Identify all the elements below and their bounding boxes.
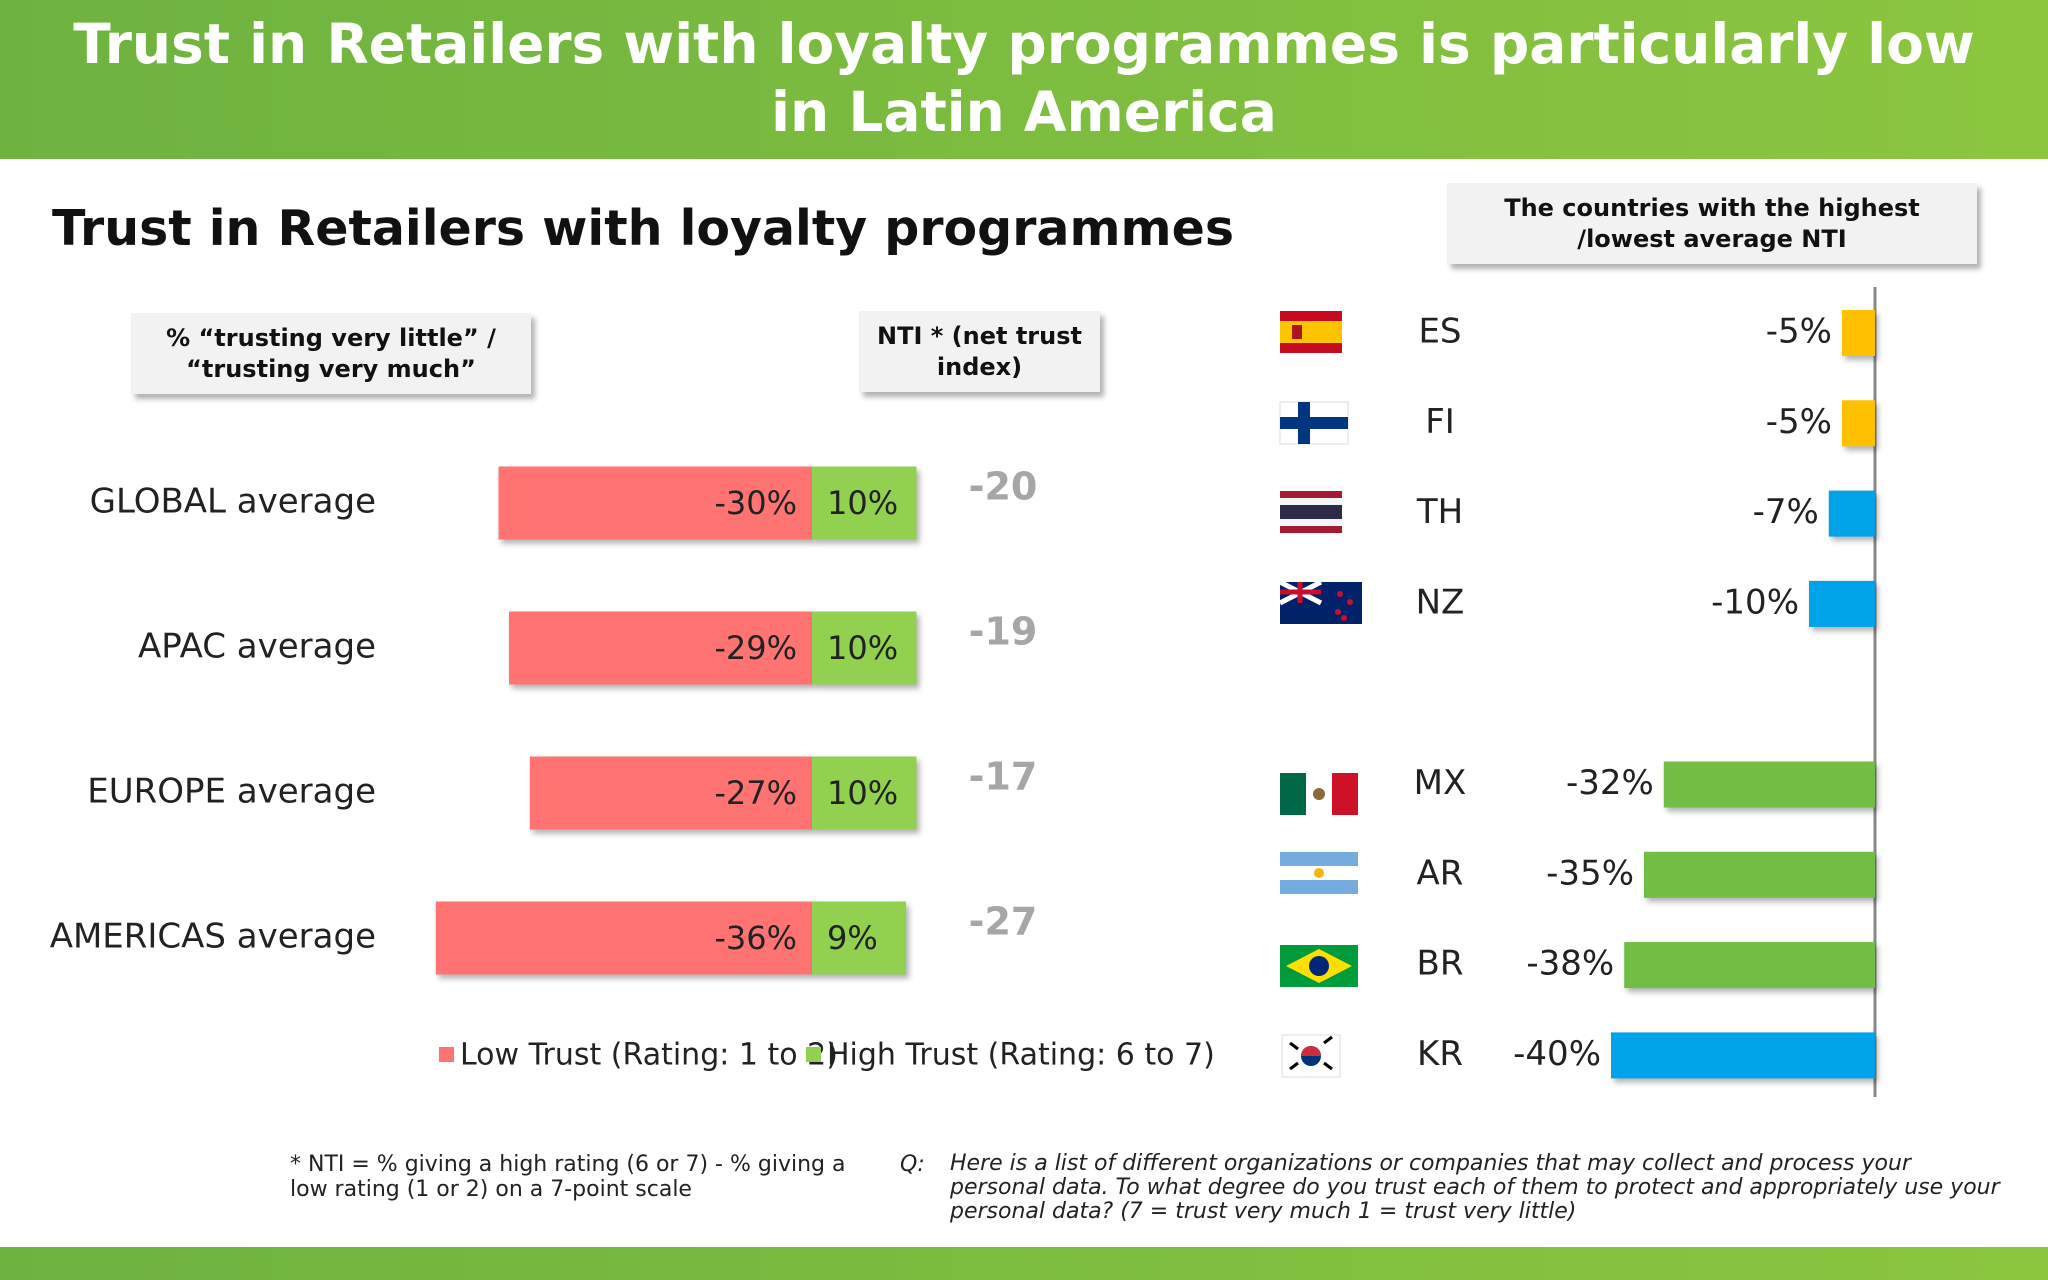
value-label: 9% [827,919,878,957]
ranking-title: The countries with the highest /lowest a… [1504,193,1920,253]
category-label: TH [1416,492,1463,532]
flag-nz [1278,579,1362,624]
bar-segment [529,756,812,830]
measure-label: % “trusting very little” / “trusting ver… [166,323,496,383]
category-label: EUROPE average [87,772,376,812]
bar-segment [812,756,917,830]
bar [1611,1032,1875,1079]
flags [1278,311,1362,1078]
value-label: 10% [827,629,898,667]
value-label: -36% [714,919,797,957]
question-text: Here is a list of different organization… [950,1151,2000,1224]
nti-label: NTI * (net trust index) [877,321,1082,381]
nti-value: -17 [969,755,1038,799]
category-label: AMERICAS average [50,917,376,957]
value-label: -32% [1566,763,1654,803]
bar-segment [498,466,812,540]
value-label: -29% [714,629,797,667]
value-label: 10% [827,484,898,522]
value-label: -5% [1766,312,1832,352]
bar [1624,942,1875,989]
nti-box: NTI * (net trust index) [859,311,1100,392]
value-label: -27% [714,774,797,812]
header-band [0,0,2048,159]
nti-value: -19 [969,610,1038,654]
bar [1842,310,1875,356]
flag-ar [1280,852,1358,894]
ranking-box: The countries with the highest /lowest a… [1447,183,1977,264]
chart-title: Trust in Retailers with loyalty programm… [52,200,1234,257]
flag-th [1280,491,1342,533]
value-label: -10% [1711,582,1799,622]
nti-value: -20 [969,465,1038,509]
slide-title: Trust in Retailers with loyalty programm… [73,12,1975,144]
legend-swatch [806,1047,821,1062]
value-label: -38% [1526,944,1614,984]
category-label: BR [1417,944,1464,984]
legend-swatch [439,1047,454,1062]
value-label: -30% [714,484,797,522]
category-label: KR [1417,1034,1463,1074]
bar-segment [812,611,917,685]
category-label: MX [1414,763,1467,803]
legend-label: High Trust (Rating: 6 to 7) [827,1038,1215,1073]
value-label: -40% [1513,1034,1601,1074]
category-label: APAC average [138,627,376,667]
flag-kr [1281,1034,1341,1078]
flag-mx [1280,773,1358,815]
flag-fi [1279,401,1349,445]
flag-br [1280,945,1358,987]
category-label: NZ [1416,582,1465,622]
bar [1842,400,1875,447]
nti-footnote: * NTI = % giving a high rating (6 or 7) … [290,1152,846,1202]
bar [1828,490,1875,537]
bar [1809,580,1875,627]
bar [1644,851,1875,898]
nti-value: -27 [969,900,1038,944]
bar [1663,761,1875,808]
question-marker: Q: [900,1152,925,1177]
legend-label: Low Trust (Rating: 1 to 2) [460,1038,838,1073]
bar-segment [435,901,812,975]
value-label: 10% [827,774,898,812]
value-label: -35% [1546,853,1634,893]
category-label: GLOBAL average [90,482,376,522]
bar-segment [812,901,907,975]
footer-band [0,1247,2048,1280]
flag-es [1280,311,1342,353]
bar-segment [508,611,812,685]
bar-segment [812,466,917,540]
category-label: FI [1425,402,1455,442]
category-label: AR [1417,853,1464,893]
value-label: -5% [1766,402,1832,442]
measure-box: % “trusting very little” / “trusting ver… [131,313,531,394]
value-label: -7% [1753,492,1819,532]
category-label: ES [1418,312,1461,352]
